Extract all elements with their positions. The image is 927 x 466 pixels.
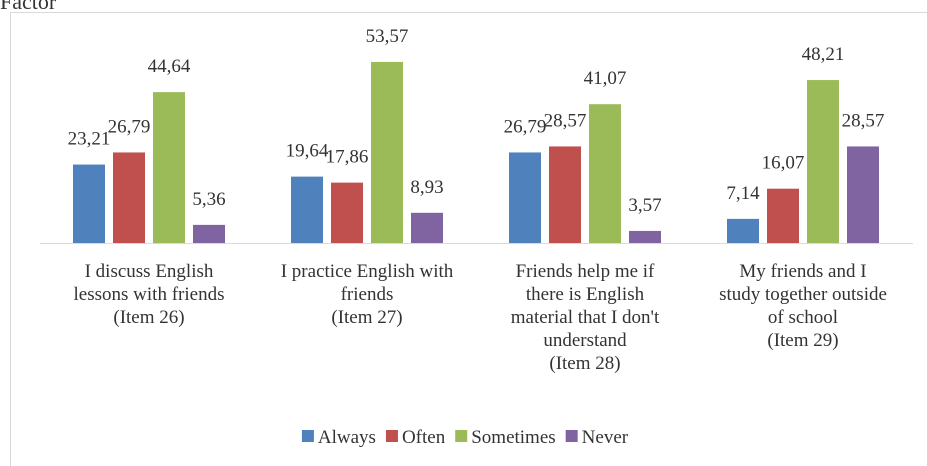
bar bbox=[291, 176, 323, 243]
legend-swatch bbox=[565, 430, 578, 442]
data-label: 28,57 bbox=[544, 110, 587, 131]
data-label: 3,57 bbox=[628, 195, 661, 216]
data-label: 44,64 bbox=[148, 56, 191, 77]
data-label: 41,07 bbox=[584, 68, 627, 89]
x-tick-label: I practice English with friends (Item 27… bbox=[280, 261, 454, 328]
chart-title: Factor bbox=[0, 0, 57, 14]
data-label: 5,36 bbox=[192, 189, 225, 210]
bar bbox=[509, 152, 541, 243]
bar bbox=[193, 224, 225, 243]
legend-label: Sometimes bbox=[471, 427, 555, 448]
bar bbox=[411, 212, 443, 243]
x-tick-label: I discuss English lessons with friends (… bbox=[73, 261, 225, 328]
chart-border bbox=[10, 12, 927, 466]
data-label: 8,93 bbox=[410, 177, 443, 198]
data-label: 23,21 bbox=[68, 129, 111, 150]
bar bbox=[847, 146, 879, 243]
data-label: 7,14 bbox=[726, 183, 760, 204]
bar bbox=[767, 188, 799, 243]
data-label: 48,21 bbox=[802, 44, 845, 65]
data-label: 26,79 bbox=[108, 116, 151, 137]
data-label: 17,86 bbox=[326, 147, 369, 168]
x-tick-label: My friends and I study together outside … bbox=[719, 261, 887, 351]
data-label: 53,57 bbox=[366, 26, 409, 47]
data-label: 28,57 bbox=[842, 110, 885, 131]
legend-label: Never bbox=[582, 427, 629, 448]
bar bbox=[331, 182, 363, 243]
data-label: 19,64 bbox=[286, 141, 329, 162]
legend-swatch bbox=[455, 430, 468, 442]
bar bbox=[113, 152, 145, 243]
bar bbox=[549, 146, 581, 243]
data-label: 26,79 bbox=[504, 116, 547, 137]
legend-label: Always bbox=[318, 427, 376, 448]
bar bbox=[629, 230, 661, 243]
bar bbox=[153, 92, 185, 244]
x-tick-label: Friends help me if there is English mate… bbox=[510, 261, 660, 374]
data-label: 16,07 bbox=[762, 153, 805, 174]
legend-swatch bbox=[385, 430, 398, 442]
legend-label: Often bbox=[402, 427, 446, 448]
bar bbox=[371, 61, 403, 244]
bar bbox=[807, 80, 839, 243]
bar bbox=[73, 164, 105, 243]
bar bbox=[727, 218, 759, 243]
bar bbox=[589, 104, 621, 243]
legend-swatch bbox=[301, 430, 314, 442]
